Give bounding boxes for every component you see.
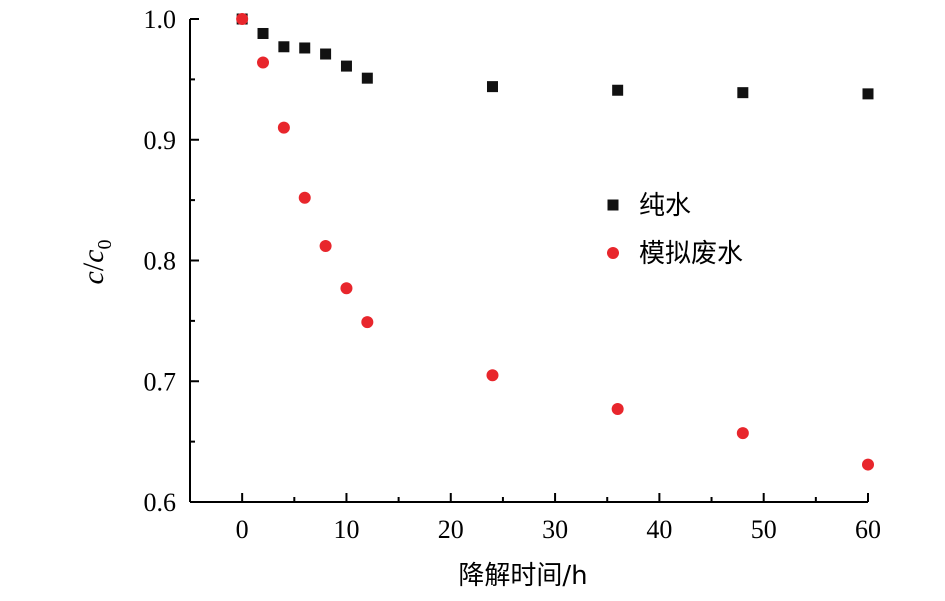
data-point-square	[340, 60, 352, 72]
y-axis-title: c/c0	[77, 240, 116, 285]
axes	[189, 19, 868, 503]
series-1	[236, 13, 874, 100]
data-point-circle	[298, 191, 311, 204]
y-axis-title-subscript: 0	[94, 240, 116, 250]
series-2	[236, 13, 874, 471]
data-point-circle	[486, 369, 499, 382]
data-point-square	[486, 81, 498, 93]
legend-label: 纯水	[639, 191, 691, 221]
x-tick-label: 20	[438, 515, 464, 544]
data-point-circle	[319, 240, 332, 253]
legend-label: 模拟废水	[639, 239, 743, 269]
data-point-square	[612, 84, 624, 96]
data-point-circle	[736, 427, 749, 440]
data-point-square	[862, 88, 874, 100]
data-point-circle	[340, 282, 353, 295]
data-point-circle	[257, 56, 270, 69]
y-axis-ticks: 0.6 0.7 0.8 0.9 1.0	[144, 5, 199, 517]
x-tick-label: 0	[236, 515, 249, 544]
y-tick-label: 0.8	[144, 247, 177, 276]
y-tick-label: 0.7	[144, 367, 177, 396]
data-point-square	[278, 41, 290, 53]
x-tick-label: 40	[646, 515, 672, 544]
data-point-square	[361, 72, 373, 84]
data-point-square	[737, 87, 749, 99]
data-point-circle	[236, 13, 249, 25]
x-tick-label: 60	[855, 515, 881, 544]
y-tick-label: 1.0	[144, 5, 177, 34]
legend-marker-circle	[607, 247, 619, 259]
x-tick-label: 30	[542, 515, 568, 544]
y-tick-label: 0.6	[144, 488, 177, 517]
data-points	[236, 13, 874, 471]
x-tick-label: 50	[751, 515, 777, 544]
data-point-square	[299, 42, 311, 54]
data-point-circle	[611, 403, 624, 416]
x-tick-label: 10	[333, 515, 359, 544]
x-axis-ticks: 0 10 20 30 40 50 60	[236, 493, 881, 544]
y-tick-label: 0.9	[144, 126, 177, 155]
y-axis-title-denominator: c	[77, 250, 110, 263]
x-axis-title: 降解时间/h	[458, 561, 587, 591]
data-point-circle	[277, 121, 290, 134]
data-point-square	[257, 27, 269, 39]
legend-marker-square	[607, 199, 619, 211]
data-point-circle	[862, 458, 874, 471]
data-point-square	[320, 48, 332, 60]
data-point-circle	[361, 316, 374, 329]
y-axis-title-numerator: c	[77, 271, 110, 284]
